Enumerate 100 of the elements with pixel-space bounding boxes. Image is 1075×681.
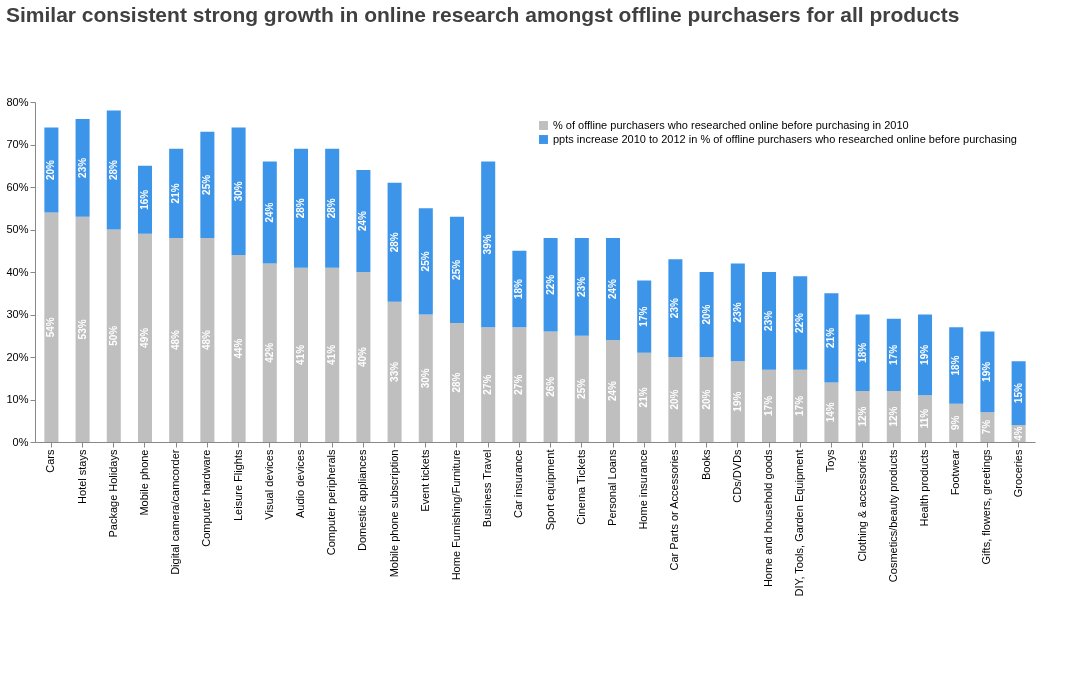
bar <box>387 301 402 442</box>
x-tick-label: Health products <box>918 449 931 527</box>
data-label: 28% <box>107 159 119 181</box>
x-tick-label: Hotel stays <box>75 449 88 504</box>
data-label: 21% <box>825 327 837 348</box>
x-tick-label: Groceries <box>1011 449 1024 498</box>
y-tick-label: 0% <box>12 435 29 448</box>
bar <box>356 170 371 272</box>
data-label: 23% <box>76 157 88 178</box>
legend-label: % of offline purchasers who researched online before purchasing in 2010 <box>553 118 909 131</box>
bar <box>169 238 184 442</box>
x-tick-label: Business Travel <box>481 449 494 528</box>
chart-title: Similar consistent strong growth in online research amongst offline purchasers for all products <box>5 3 960 26</box>
data-label: 25% <box>201 174 213 195</box>
x-tick-label: Gifts, flowers, greetings <box>980 449 993 565</box>
x-tick-label: Visual devices <box>262 449 275 520</box>
x-tick-label: Sport equipment <box>543 449 556 531</box>
data-label: 9% <box>950 415 962 431</box>
bar <box>449 323 465 442</box>
data-label: 27% <box>513 374 525 395</box>
data-label: 54% <box>45 317 57 338</box>
data-label: 41% <box>294 344 306 365</box>
x-tick-label: Cosmetics/beauty products <box>886 449 899 583</box>
data-label: 28% <box>294 198 306 219</box>
data-label: 41% <box>326 344 338 365</box>
y-tick-label: 30% <box>6 308 29 320</box>
data-label: 22% <box>794 312 806 334</box>
bar <box>200 238 215 442</box>
data-label: 23% <box>669 298 681 319</box>
bar <box>262 161 277 264</box>
x-tick-label: Leisure Flights <box>231 449 244 522</box>
data-label: 30% <box>419 368 431 389</box>
x-tick-label: Home insurance <box>637 449 650 530</box>
legend-label: ppts increase 2010 to 2012 in % of offline purchasers who researched online before purchasing <box>553 132 1017 145</box>
data-label: 17% <box>794 395 806 416</box>
bar <box>668 259 683 357</box>
x-tick-label: Books <box>699 449 712 481</box>
data-label: 39% <box>482 234 494 255</box>
bar <box>75 216 90 442</box>
data-label: 18% <box>856 342 868 363</box>
bar <box>637 352 652 442</box>
data-label: 12% <box>887 406 899 427</box>
x-tick-label: Domestic appliances <box>356 449 369 551</box>
data-label: 24% <box>607 278 618 300</box>
data-label: 23% <box>731 302 743 323</box>
data-label: 25% <box>575 378 587 399</box>
data-label: 30% <box>232 181 244 202</box>
data-label: 17% <box>638 306 650 327</box>
bar <box>325 267 340 442</box>
data-label: 49% <box>138 327 150 348</box>
x-tick-label: Home Furnishing/Furniture <box>450 449 462 581</box>
data-label: 23% <box>575 276 587 297</box>
data-label: 44% <box>232 338 244 359</box>
y-tick-label: 80% <box>6 95 29 108</box>
data-label: 40% <box>357 346 369 368</box>
data-label: 4% <box>1012 426 1024 441</box>
x-tick-label: Cinema Tickets <box>574 449 587 525</box>
bar <box>574 335 589 442</box>
data-label: 11% <box>919 408 931 429</box>
bar <box>449 216 465 323</box>
bar <box>418 314 433 442</box>
data-label: 21% <box>170 183 182 204</box>
data-label: 28% <box>326 198 338 219</box>
bar <box>543 238 558 332</box>
y-tick-label: 60% <box>6 180 29 193</box>
bar <box>824 293 839 383</box>
bar <box>262 263 277 442</box>
data-label: 23% <box>763 310 775 331</box>
data-label: 17% <box>887 344 899 365</box>
data-label: 19% <box>731 391 743 412</box>
data-label: 53% <box>76 319 88 340</box>
data-label: 20% <box>700 304 712 325</box>
data-label: 48% <box>201 329 213 351</box>
bar <box>481 161 496 328</box>
bar <box>75 119 90 217</box>
bar <box>356 272 371 442</box>
x-tick-label: Footwear <box>949 449 962 496</box>
x-tick-label: Personal Loans <box>606 449 618 526</box>
bar <box>387 182 402 302</box>
bar <box>231 255 246 442</box>
data-label: 19% <box>919 344 931 365</box>
bar <box>325 148 340 268</box>
bar <box>418 208 433 315</box>
data-label: 20% <box>669 389 681 410</box>
data-label: 17% <box>763 395 775 416</box>
data-label: 12% <box>856 406 868 427</box>
data-label: 20% <box>700 389 712 410</box>
data-label: 16% <box>138 189 150 210</box>
y-tick-label: 50% <box>6 223 29 235</box>
data-label: 18% <box>513 278 525 300</box>
data-label: 25% <box>419 251 431 272</box>
data-label: 18% <box>950 355 962 376</box>
x-tick-label: CDs/DVDs <box>730 449 743 503</box>
data-label: 24% <box>357 210 369 232</box>
data-label: 7% <box>981 419 993 435</box>
bar <box>106 110 121 230</box>
x-tick-label: Clothing & accessories <box>855 449 868 562</box>
bar <box>543 331 558 442</box>
data-label: 28% <box>388 232 400 253</box>
bar <box>44 212 59 442</box>
